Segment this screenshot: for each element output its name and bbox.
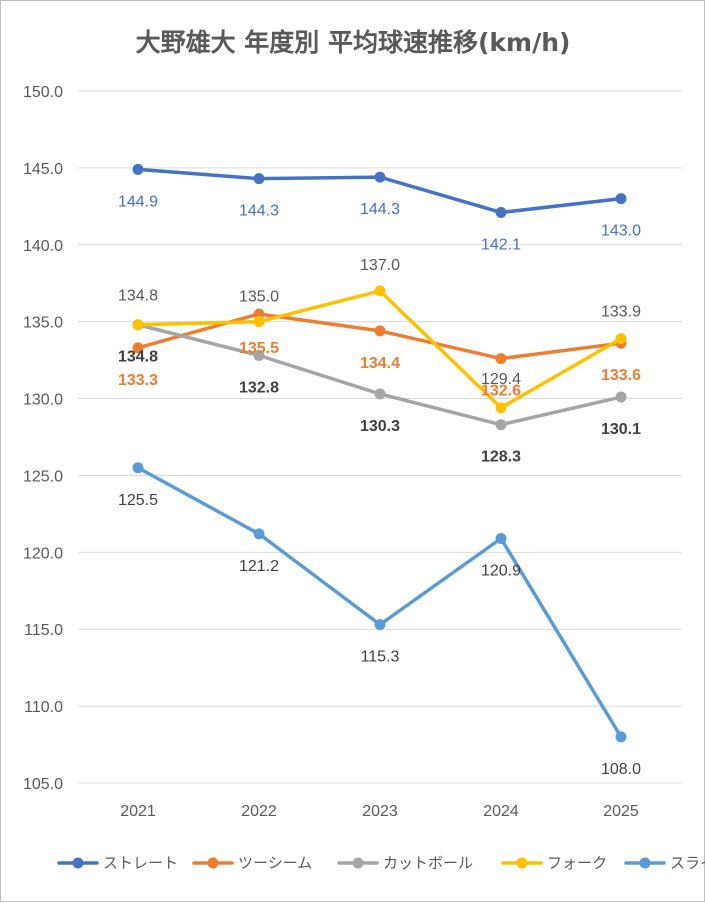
data-point — [253, 349, 265, 361]
data-point — [495, 353, 507, 365]
data-point — [374, 619, 386, 631]
data-point — [253, 528, 265, 540]
x-tick-label: 2021 — [120, 803, 156, 820]
x-tick-label: 2022 — [241, 803, 277, 820]
data-label: 134.4 — [360, 355, 400, 372]
data-label: 125.5 — [118, 492, 158, 509]
data-point — [132, 163, 144, 175]
data-label: 144.3 — [239, 203, 279, 220]
data-label: 130.3 — [360, 418, 400, 435]
legend-item: ストレート — [57, 854, 178, 872]
data-point — [253, 308, 265, 320]
y-axis-ticks: 105.0 110.0 115.0 120.0 125.0 130.0 135.0 140.0… — [23, 84, 63, 793]
y-tick-label: 150.0 — [23, 84, 63, 101]
data-label: 144.3 — [360, 201, 400, 218]
series-lines — [132, 163, 627, 743]
data-point — [495, 419, 507, 431]
legend-item: スライダー — [624, 854, 705, 872]
x-tick-label: 2023 — [362, 803, 398, 820]
data-point — [615, 193, 627, 205]
data-label: 143.0 — [601, 223, 641, 240]
data-label: 115.3 — [361, 649, 400, 666]
legend-item: カットボール — [337, 854, 473, 872]
data-point — [132, 462, 144, 474]
data-label: 133.6 — [601, 367, 641, 384]
legend-marker — [352, 857, 364, 869]
data-label: 132.6 — [481, 383, 521, 400]
data-point — [495, 206, 507, 218]
legend-marker — [639, 857, 651, 869]
legend: ストレート ツーシーム カットボール フォーク スライダー — [57, 854, 705, 872]
x-axis-ticks: 2021 2022 2023 2024 2025 — [120, 803, 639, 820]
data-label: 144.9 — [118, 193, 158, 210]
legend-item: フォーク — [501, 854, 607, 872]
data-point — [374, 325, 386, 337]
series-line — [136, 322, 623, 427]
legend-marker — [516, 857, 528, 869]
data-point — [132, 342, 144, 354]
data-label: 121.2 — [239, 558, 279, 575]
data-point — [132, 319, 144, 331]
series-4 — [132, 285, 627, 414]
y-tick-label: 140.0 — [23, 238, 63, 255]
y-tick-label: 145.0 — [23, 161, 63, 178]
data-point — [253, 316, 265, 328]
data-label: 128.3 — [481, 449, 521, 466]
data-point — [615, 731, 627, 743]
data-point — [495, 402, 507, 414]
data-label: 133.9 — [601, 304, 641, 321]
data-label: 120.9 — [481, 562, 521, 579]
series-1 — [132, 163, 627, 218]
legend-label: フォーク — [547, 854, 607, 872]
data-label: 135.5 — [239, 340, 279, 357]
data-label: 133.3 — [118, 372, 158, 389]
legend-label: ツーシーム — [238, 854, 312, 872]
x-tick-label: 2024 — [483, 803, 519, 820]
data-point — [615, 391, 627, 403]
x-tick-label: 2025 — [603, 803, 639, 820]
legend-label: ストレート — [103, 854, 178, 872]
data-point — [374, 388, 386, 400]
series-2 — [132, 308, 627, 365]
chart-title: 大野雄大 年度別 平均球速推移(km/h) — [136, 28, 571, 57]
data-point — [253, 173, 265, 185]
y-tick-label: 120.0 — [23, 545, 63, 562]
data-label: 129.4 — [481, 371, 521, 388]
legend-label: カットボール — [383, 854, 473, 872]
y-tick-label: 135.0 — [23, 315, 63, 332]
legend-label: スライダー — [670, 854, 705, 872]
data-point — [374, 171, 386, 183]
data-point — [615, 333, 627, 345]
y-tick-label: 110.0 — [24, 699, 63, 716]
y-tick-label: 105.0 — [23, 776, 63, 793]
legend-item: ツーシーム — [192, 854, 312, 872]
data-label: 134.8 — [118, 288, 158, 305]
data-label: 137.0 — [360, 257, 400, 274]
legend-marker — [207, 857, 219, 869]
data-label: 130.1 — [601, 421, 641, 438]
legend-marker — [72, 857, 84, 869]
series-5 — [132, 462, 627, 743]
y-tick-label: 125.0 — [23, 468, 63, 485]
data-point — [495, 532, 507, 544]
data-label: 135.0 — [239, 289, 279, 306]
y-tick-label: 115.0 — [24, 622, 63, 639]
data-label: 142.1 — [481, 236, 521, 253]
data-labels: 144.9 144.3 144.3 142.1 143.0 133.3 135.5 134.4… — [118, 193, 641, 777]
data-label: 108.0 — [601, 761, 641, 778]
series-line — [136, 466, 623, 739]
data-label: 134.8 — [118, 349, 158, 366]
data-label: 132.8 — [239, 379, 279, 396]
y-tick-label: 130.0 — [23, 392, 63, 409]
data-point — [374, 285, 386, 297]
gridlines — [78, 90, 682, 784]
